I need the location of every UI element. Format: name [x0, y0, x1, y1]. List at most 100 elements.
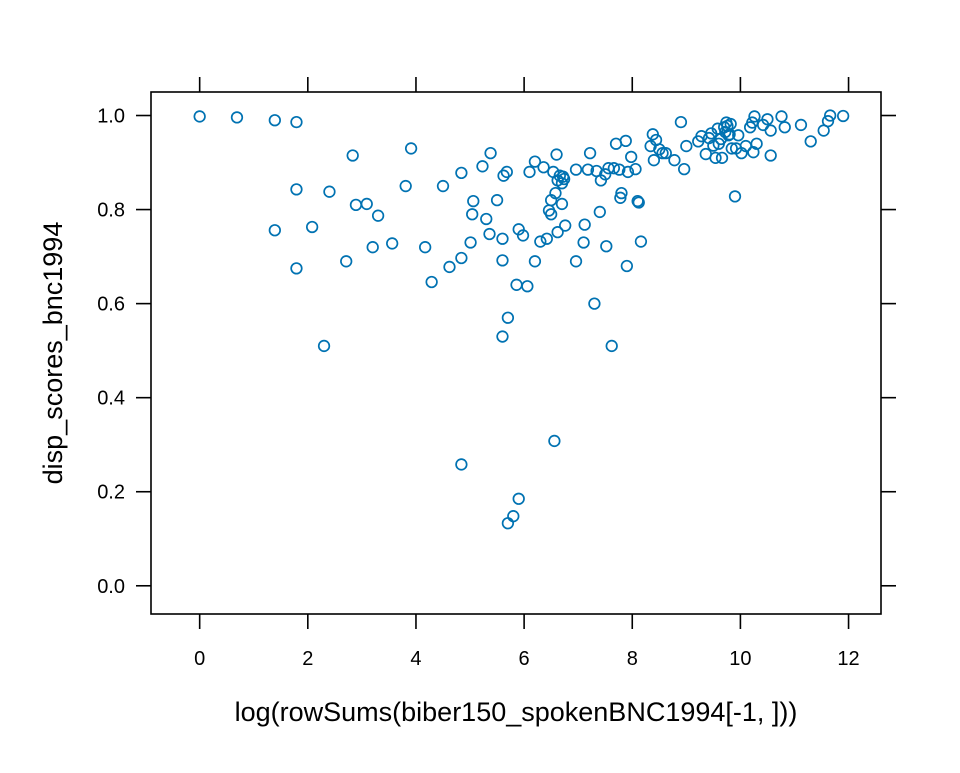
data-point: [614, 191, 627, 204]
data-point: [549, 186, 562, 200]
data-point: [360, 197, 373, 211]
data-point: [455, 251, 468, 265]
data-point: [578, 218, 591, 231]
x-tick-label: 2: [302, 648, 313, 670]
x-tick-label: 10: [729, 648, 751, 670]
y-tick-label: 1.0: [97, 106, 125, 128]
data-point: [534, 235, 547, 248]
y-tick-label: 0.0: [97, 576, 125, 598]
data-point: [290, 262, 303, 275]
x-tick-label: 4: [410, 648, 421, 670]
data-point: [550, 148, 563, 161]
data-point: [510, 278, 523, 291]
plot-frame: [150, 91, 882, 615]
data-point: [484, 146, 497, 160]
x-tick-label: 6: [519, 648, 530, 670]
data-point: [559, 219, 572, 232]
data-point: [501, 517, 515, 530]
data-point: [732, 129, 745, 142]
y-tick-label: 0.4: [97, 388, 125, 410]
data-point: [594, 174, 608, 187]
data-point: [634, 235, 648, 248]
data-point: [371, 209, 385, 222]
data-point: [599, 168, 612, 181]
data-point: [323, 185, 336, 198]
data-point: [764, 149, 777, 162]
data-point: [656, 146, 669, 160]
data-point: [707, 139, 720, 152]
data-point: [366, 241, 379, 254]
data-point: [290, 183, 303, 196]
data-point: [615, 186, 628, 200]
data-point: [764, 124, 777, 137]
data-point: [659, 146, 672, 160]
data-point: [425, 275, 438, 289]
data-point: [551, 225, 564, 239]
x-axis-label: log(rowSums(biber150_spokenBNC1994[-1, ]…: [235, 697, 798, 727]
data-point: [476, 160, 489, 173]
data-point: [653, 143, 666, 156]
data-point: [715, 151, 729, 164]
data-point: [500, 165, 513, 179]
data-point: [436, 179, 450, 193]
data-point: [748, 110, 761, 123]
data-point: [821, 115, 835, 128]
x-tick-label: 12: [837, 648, 859, 670]
data-point: [824, 109, 837, 122]
y-tick-label: 0.2: [97, 482, 125, 504]
data-point: [464, 236, 477, 249]
x-tick-label: 8: [627, 648, 638, 670]
data-point: [317, 339, 331, 353]
data-point: [455, 458, 468, 471]
data-point: [577, 236, 590, 249]
data-point: [557, 172, 571, 186]
data-point: [467, 194, 480, 208]
data-point: [496, 330, 509, 343]
data-point: [528, 255, 542, 268]
data-point: [569, 163, 583, 176]
data-point: [483, 227, 496, 241]
y-tick-label: 0.8: [97, 200, 125, 222]
x-tick-label: 0: [194, 648, 205, 670]
data-point: [625, 150, 638, 164]
axis-ticks: 0 2 4 6 8 10 12 0.0 0.2 0.4 0.6 0.8 1.0: [97, 77, 896, 670]
data-point: [631, 194, 644, 208]
data-point: [728, 190, 742, 203]
data-point: [583, 146, 597, 160]
data-point: [268, 224, 281, 237]
data-point: [507, 510, 520, 523]
data-point: [804, 135, 817, 148]
data-points: [193, 109, 850, 530]
data-point: [555, 197, 569, 211]
data-point: [629, 162, 642, 176]
data-point: [340, 255, 353, 268]
data-point: [512, 492, 525, 505]
data-point: [349, 198, 363, 212]
data-point: [386, 237, 399, 250]
data-point: [709, 151, 722, 164]
data-point: [346, 149, 359, 162]
data-point: [668, 154, 681, 167]
data-point: [593, 205, 606, 219]
data-point: [443, 260, 456, 274]
data-point: [512, 223, 525, 236]
data-point: [674, 115, 688, 129]
data-point: [404, 142, 418, 155]
data-point: [678, 162, 691, 176]
data-point: [537, 161, 550, 174]
data-point: [761, 113, 774, 126]
data-point: [268, 114, 281, 127]
data-point: [523, 165, 536, 179]
data-point: [680, 139, 693, 153]
data-point: [230, 111, 244, 124]
data-point: [528, 155, 542, 168]
data-point: [836, 109, 850, 123]
y-tick-label: 0.6: [97, 294, 125, 316]
data-point: [600, 240, 613, 253]
y-axis-label: disp_scores_bnc1994: [38, 222, 68, 485]
data-point: [613, 163, 626, 176]
data-point: [544, 208, 558, 221]
data-point: [724, 117, 737, 131]
